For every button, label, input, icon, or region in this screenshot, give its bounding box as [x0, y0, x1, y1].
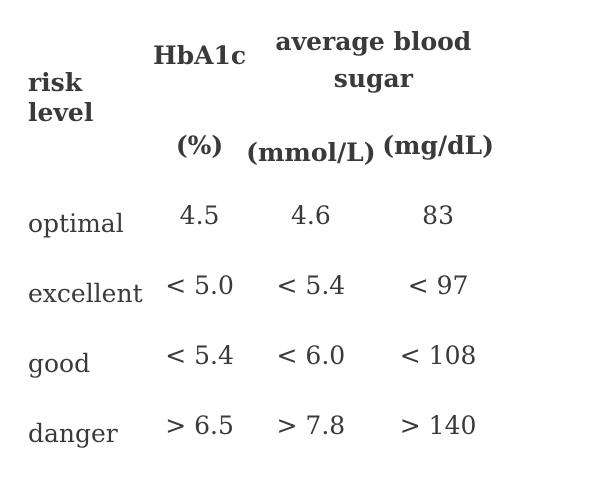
table-row-danger: danger > 6.5 > 7.8 > 140	[28, 393, 501, 463]
table-row-optimal: optimal 4.5 4.6 83	[28, 183, 501, 253]
hba1c-value-cell: < 5.4	[165, 341, 234, 370]
header-percent-unit: (%)	[175, 130, 224, 160]
table-header-row-2: (%) (mmol/L) (mg/dL)	[28, 108, 501, 183]
table-body: optimal 4.5 4.6 83 excellent < 5.0 < 5.4…	[28, 183, 501, 463]
mgdl-value-cell: > 140	[399, 411, 477, 440]
header-risk-level: risk level	[28, 67, 94, 127]
risk-level-cell: excellent	[28, 279, 143, 308]
risk-level-cell: optimal	[28, 209, 124, 238]
risk-level-cell: good	[28, 349, 91, 378]
header-mgdl-unit: (mg/dL)	[382, 130, 494, 160]
table-header: risk level HbA1c average blood sugar (%)…	[28, 12, 501, 183]
header-hba1c: HbA1c	[153, 41, 247, 70]
hba1c-value-cell: < 5.0	[165, 271, 234, 300]
mgdl-value-cell: < 108	[399, 341, 477, 370]
header-average-blood-sugar: average blood sugar	[246, 12, 500, 108]
table-row-excellent: excellent < 5.0 < 5.4 < 97	[28, 253, 501, 323]
header-mmol-unit: (mmol/L)	[246, 137, 376, 167]
page-background: risk level HbA1c average blood sugar (%)…	[0, 12, 601, 500]
table-header-row-1: risk level HbA1c average blood sugar	[28, 12, 501, 127]
mmol-value-cell: < 5.4	[276, 271, 346, 300]
mmol-value-cell: < 6.0	[276, 341, 346, 370]
mgdl-value-cell: < 97	[407, 271, 469, 300]
mmol-value-cell: 4.6	[290, 201, 331, 230]
table-row-good: good < 5.4 < 6.0 < 108	[28, 323, 501, 393]
risk-level-cell: danger	[28, 419, 118, 448]
hba1c-value-cell: 4.5	[179, 201, 220, 230]
mmol-value-cell: > 7.8	[276, 411, 346, 440]
hba1c-value-cell: > 6.5	[165, 411, 234, 440]
header-average-blood-sugar-label: average blood sugar	[275, 26, 472, 94]
mgdl-value-cell: 83	[422, 201, 454, 230]
blood-sugar-risk-table: risk level HbA1c average blood sugar (%)…	[28, 12, 501, 463]
